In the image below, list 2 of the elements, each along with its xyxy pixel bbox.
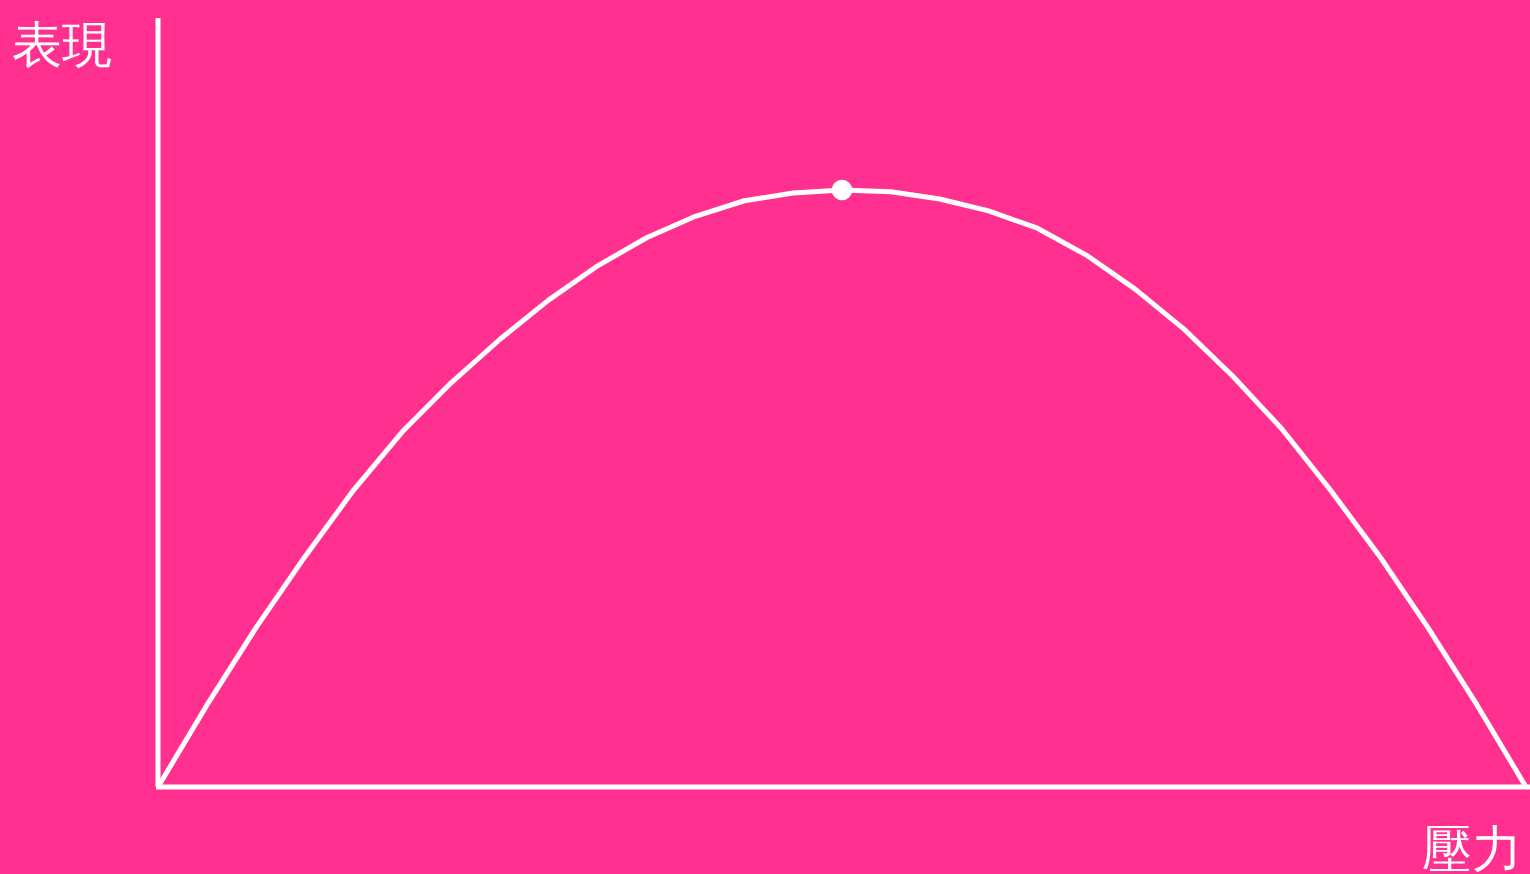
- x-axis-title: 壓力: [1422, 820, 1522, 874]
- y-axis-title: 表現: [12, 16, 112, 74]
